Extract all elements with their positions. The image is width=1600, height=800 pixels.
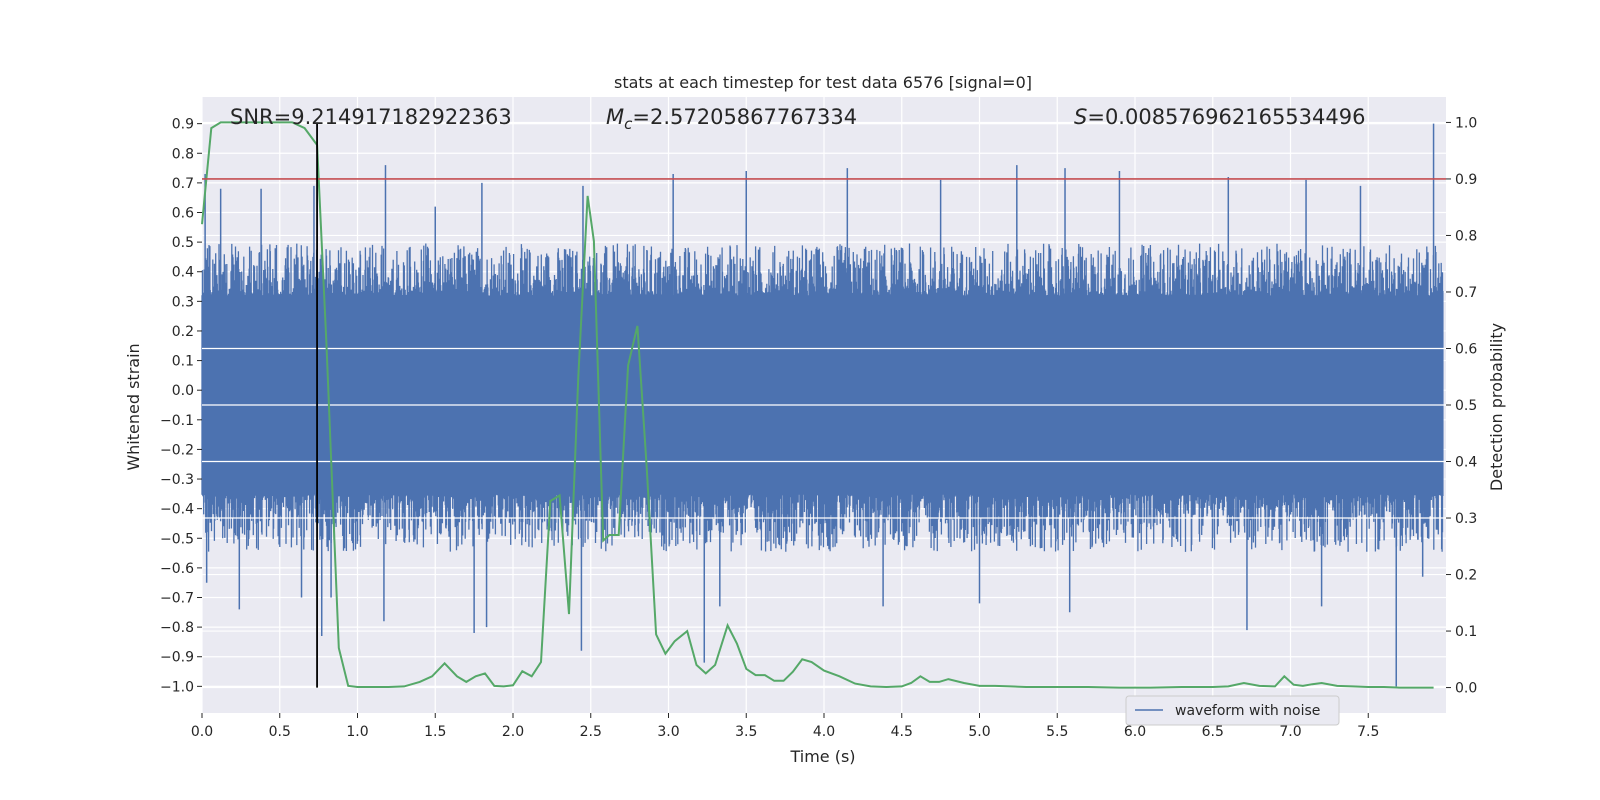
y-left-tick-label: −0.9 (160, 650, 194, 666)
x-tick-label: 5.0 (968, 724, 990, 740)
y-left-tick-label: 0.4 (172, 265, 194, 281)
x-tick-label: 0.5 (269, 724, 291, 740)
x-tick-label: 1.0 (346, 724, 368, 740)
y-axis-left-label: Whitened strain (124, 343, 143, 470)
y-right-tick-label: 0.1 (1455, 624, 1477, 640)
x-tick-label: 1.5 (424, 724, 446, 740)
y-right-tick-label: 0.6 (1455, 341, 1477, 357)
y-right-tick-label: 0.7 (1455, 285, 1477, 301)
y-right-tick-label: 0.5 (1455, 398, 1477, 414)
s-symbol: S (1074, 105, 1087, 129)
snr-annotation: SNR=9.214917182922363 (230, 105, 512, 129)
y-right-tick-label: 1.0 (1455, 115, 1477, 131)
x-tick-label: 4.5 (891, 724, 913, 740)
y-left-tick-label: −0.3 (160, 472, 194, 488)
y-left-tick-label: −0.4 (160, 502, 194, 518)
y-left-tick-label: 0.9 (172, 117, 194, 133)
y-left-tick-label: 0.8 (172, 146, 194, 162)
x-tick-label: 6.0 (1124, 724, 1146, 740)
chirp-mass-subscript: c (624, 115, 633, 133)
y-left-tick-label: −0.7 (160, 591, 194, 607)
y-left-tick-label: −0.1 (160, 413, 194, 429)
x-tick-label: 4.0 (813, 724, 835, 740)
x-tick-label: 7.0 (1279, 724, 1301, 740)
legend-box (1125, 695, 1340, 726)
y-right-tick-label: 0.9 (1455, 172, 1477, 188)
x-tick-label: 2.0 (502, 724, 524, 740)
x-tick-label: 5.5 (1046, 724, 1068, 740)
x-axis: 0.0 0.5 1.0 1.5 2.0 2.5 3.0 3.5 4.0 4.5 5.0 5.5 6.0 6… (191, 713, 1379, 740)
y-left-tick-label: 0.2 (172, 324, 194, 340)
y-right-tick-label: 0.3 (1455, 511, 1477, 527)
x-tick-label: 2.5 (580, 724, 602, 740)
chirp-mass-value: =2.57205867767334 (632, 105, 857, 129)
y-left-tick-label: 0.3 (172, 294, 194, 310)
x-tick-label: 7.5 (1357, 724, 1379, 740)
chirp-mass-symbol: M (606, 105, 624, 129)
x-tick-label: 3.5 (735, 724, 757, 740)
y-axis-right-label: Detection probability (1487, 323, 1506, 491)
y-left-tick-label: −0.2 (160, 442, 194, 458)
x-tick-label: 3.0 (657, 724, 679, 740)
chart-title: stats at each timestep for test data 657… (614, 73, 1032, 92)
y-right-tick-label: 0.8 (1455, 228, 1477, 244)
detection-probability-line (201, 121, 1434, 689)
y-axis-left: 0.9 0.8 0.7 0.6 0.5 0.4 0.3 0.2 0.1 0.0 −0.1 −0.2 −0… (160, 117, 202, 695)
y-left-tick-label: 0.6 (172, 206, 194, 222)
y-left-tick-label: −0.6 (160, 561, 194, 577)
y-left-tick-label: 0.5 (172, 235, 194, 251)
y-right-tick-label: 0.4 (1455, 455, 1477, 471)
y-axis-right: 1.0 0.9 0.8 0.7 0.6 0.5 0.4 0.3 0.2 0.1 0.0 (1446, 115, 1477, 697)
y-left-tick-label: 0.1 (172, 354, 194, 370)
y-left-tick-label: −0.5 (160, 531, 194, 547)
x-axis-label: Time (s) (789, 747, 855, 766)
y-right-tick-label: 0.0 (1455, 681, 1477, 697)
chirp-mass-annotation: Mc=2.57205867767334 (606, 105, 857, 133)
waveform-series (201, 123, 1446, 687)
s-value: =0.008576962165534496 (1087, 105, 1365, 129)
y-left-tick-label: −0.8 (160, 620, 194, 636)
y-left-tick-label: −1.0 (160, 679, 194, 695)
y-left-tick-label: 0.0 (172, 383, 194, 399)
legend: waveform with noise (1125, 695, 1340, 726)
x-tick-label: 0.0 (191, 724, 213, 740)
s-annotation: S=0.008576962165534496 (1074, 105, 1365, 129)
y-right-tick-label: 0.2 (1455, 568, 1477, 584)
x-tick-label: 6.5 (1202, 724, 1224, 740)
legend-label: waveform with noise (1175, 703, 1320, 719)
waveform-noise-path (201, 243, 1444, 552)
y-left-tick-label: 0.7 (172, 176, 194, 192)
